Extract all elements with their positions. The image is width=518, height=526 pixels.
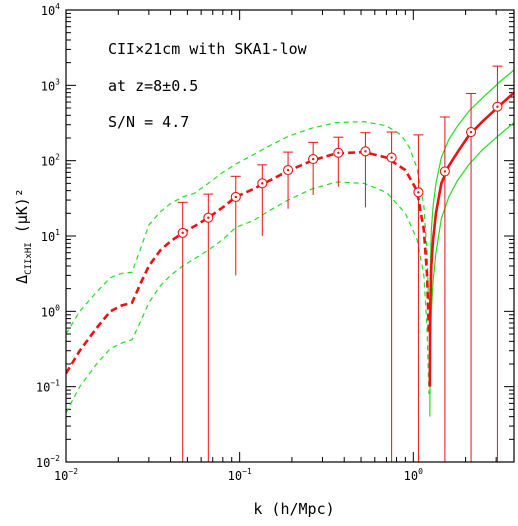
data-point-center (496, 105, 499, 108)
y-tick-label: 101 (41, 228, 60, 244)
data-point-center (234, 195, 237, 199)
data-point-center (469, 130, 473, 134)
data-point-center (311, 157, 315, 161)
x-tick-label: 10−1 (228, 467, 252, 483)
data-point-center (286, 168, 290, 172)
data-point-center (337, 151, 340, 155)
upper-bound-solid (429, 69, 514, 351)
data-point-center (181, 231, 184, 235)
points-group (177, 101, 503, 238)
data-point-center (364, 150, 367, 153)
y-tick-label: 104 (41, 2, 60, 18)
y-tick-label: 10−2 (36, 454, 60, 470)
data-point-center (261, 182, 264, 185)
lower-bound-solid (429, 122, 514, 417)
y-tick-label: 103 (41, 77, 60, 93)
x-tick-label: 100 (404, 467, 423, 483)
annotation-1: CII×21cm with SKA1-low (108, 40, 308, 58)
y-tick-label: 10−1 (36, 379, 60, 395)
lower-bound-dashed (66, 181, 430, 414)
data-point-center (443, 170, 447, 173)
y-axis-label: ΔCIIxHI (μK)² (13, 188, 34, 284)
y-tick-label: 102 (41, 153, 60, 169)
x-axis-label: k (h/Mpc) (253, 500, 334, 518)
error-bars-group (177, 65, 503, 462)
signal-group (66, 91, 514, 387)
data-point-center (207, 216, 210, 219)
annotation-3: S/N = 4.7 (108, 113, 189, 131)
annotation-2: at z=8±0.5 (108, 77, 198, 95)
y-tick-label: 100 (41, 303, 60, 319)
x-tick-label: 10−2 (54, 467, 78, 483)
plot-frame (65, 9, 515, 463)
signal-line-negative (66, 150, 431, 375)
svg-text:ΔCIIxHI (μK)²: ΔCIIxHI (μK)² (13, 188, 34, 284)
data-point-center (417, 191, 420, 194)
upper-bound-dashed (66, 121, 430, 335)
tick-labels: 10−2 10−1 100 10−2 10−1 100 101 102 103 104 (36, 2, 423, 483)
data-point-center (390, 156, 393, 159)
